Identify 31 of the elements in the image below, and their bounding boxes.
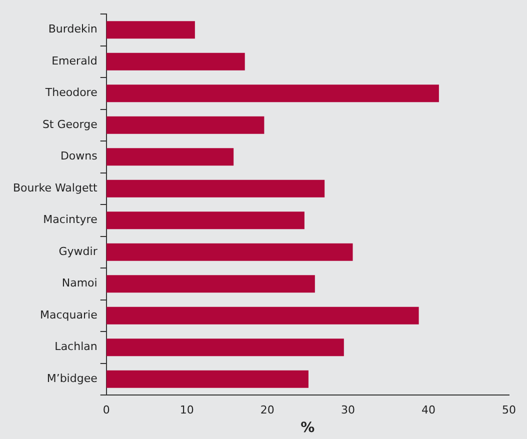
x-tick-label: 30 bbox=[340, 403, 355, 416]
bar bbox=[106, 52, 245, 70]
bar bbox=[106, 148, 234, 166]
y-tick-label: Theodore bbox=[44, 86, 98, 100]
bar bbox=[106, 306, 419, 324]
y-tick-label: Burdekin bbox=[48, 22, 98, 36]
bar bbox=[106, 370, 308, 388]
x-axis-title: % bbox=[300, 420, 315, 436]
bar bbox=[106, 243, 353, 261]
y-tick-label: St George bbox=[42, 118, 98, 131]
x-tick-label: 10 bbox=[180, 403, 194, 416]
x-tick-label: 0 bbox=[102, 403, 110, 416]
bar bbox=[106, 116, 264, 134]
y-tick-label: Emerald bbox=[52, 54, 98, 68]
y-tick-label: Namoi bbox=[62, 276, 98, 290]
bar bbox=[106, 180, 325, 198]
y-tick-label: Macintyre bbox=[43, 213, 98, 226]
x-tick-label: 40 bbox=[421, 403, 436, 416]
y-tick-label: Gywdir bbox=[58, 244, 98, 258]
x-tick-label: 50 bbox=[502, 403, 516, 416]
bar bbox=[106, 21, 195, 39]
y-tick-label: Lachlan bbox=[54, 340, 98, 354]
bar bbox=[106, 275, 315, 293]
bar bbox=[106, 212, 304, 230]
y-tick-label: Macquarie bbox=[40, 308, 98, 322]
x-tick-label: 20 bbox=[260, 403, 274, 416]
y-tick-label: Downs bbox=[60, 150, 98, 163]
y-tick-label: M’bidgee bbox=[46, 372, 98, 385]
bar bbox=[106, 84, 439, 102]
y-tick-label: Bourke Walgett bbox=[13, 181, 98, 194]
bar bbox=[106, 338, 344, 356]
